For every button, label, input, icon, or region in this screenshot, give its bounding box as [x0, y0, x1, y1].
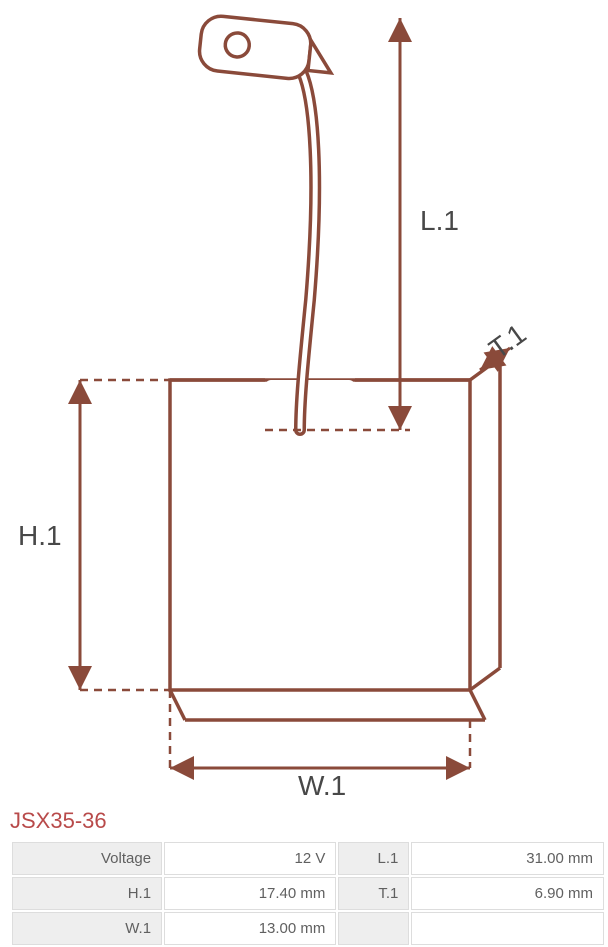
spec-value [411, 912, 604, 945]
label-T1: T.1 [483, 318, 531, 365]
spec-table: Voltage12 VL.131.00 mmH.117.40 mmT.16.90… [10, 840, 606, 947]
spec-label: T.1 [338, 877, 409, 910]
spec-label [338, 912, 409, 945]
spec-label: W.1 [12, 912, 162, 945]
spec-value: 6.90 mm [411, 877, 604, 910]
table-row: W.113.00 mm [12, 912, 604, 945]
spec-value: 12 V [164, 842, 336, 875]
table-row: Voltage12 VL.131.00 mm [12, 842, 604, 875]
part-title: JSX35-36 [0, 800, 608, 840]
brush-diagram: L.1 H.1 W.1 T.1 [0, 0, 608, 800]
spec-label: L.1 [338, 842, 409, 875]
label-W1: W.1 [298, 770, 346, 800]
label-L1: L.1 [420, 205, 459, 236]
spec-label: Voltage [12, 842, 162, 875]
table-row: H.117.40 mmT.16.90 mm [12, 877, 604, 910]
spec-value: 17.40 mm [164, 877, 336, 910]
spec-value: 31.00 mm [411, 842, 604, 875]
spec-label: H.1 [12, 877, 162, 910]
spec-value: 13.00 mm [164, 912, 336, 945]
label-H1: H.1 [18, 520, 62, 551]
